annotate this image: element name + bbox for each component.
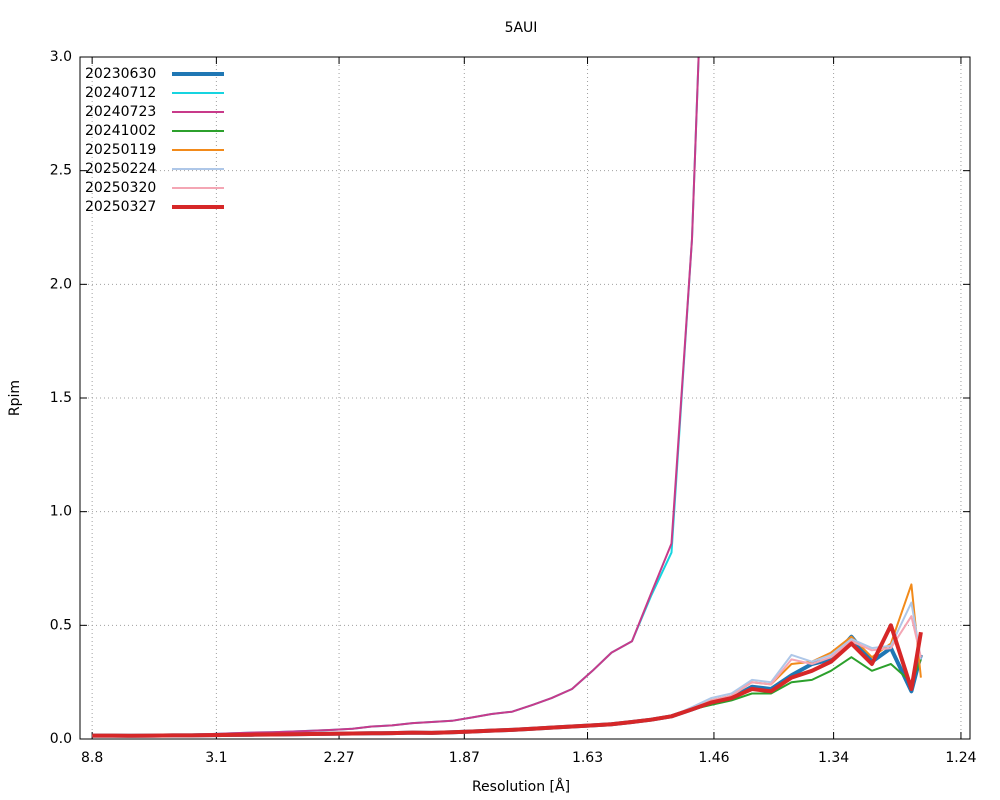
x-tick-label: 1.34 <box>818 750 849 766</box>
y-axis-label: Rpim <box>7 380 23 416</box>
chart-title: 5AUI <box>505 20 538 36</box>
x-tick-label: 8.8 <box>81 750 103 766</box>
series-line <box>92 623 923 738</box>
legend-label: 20230630 <box>85 66 156 82</box>
y-tick-label: 3.0 <box>50 49 72 65</box>
legend: 20230630 20240712 20240723 20241002 20250119… <box>85 66 224 215</box>
y-tick-label: 1.5 <box>50 390 72 406</box>
series-line <box>92 634 923 738</box>
x-tick-label: 2.27 <box>323 750 354 766</box>
series-line <box>92 57 700 737</box>
series-line <box>92 57 700 737</box>
legend-label: 20250224 <box>85 161 156 177</box>
plot-frame <box>79 56 971 740</box>
series-line <box>92 656 922 737</box>
grid <box>80 56 970 740</box>
legend-label: 20250327 <box>85 199 156 215</box>
y-tick-label: 2.0 <box>50 276 72 292</box>
x-axis-label: Resolution [Å] <box>472 778 570 795</box>
y-tick-label: 2.5 <box>50 163 72 179</box>
legend-label: 20250320 <box>85 180 156 196</box>
legend-label: 20250119 <box>85 142 156 158</box>
y-tick-label: 0.5 <box>50 617 72 633</box>
legend-label: 20240723 <box>85 104 156 120</box>
legend-label: 20241002 <box>85 123 156 139</box>
x-tick-label: 1.63 <box>572 750 603 766</box>
y-tick-label: 0.0 <box>50 731 72 747</box>
x-tick-label: 1.24 <box>945 750 976 766</box>
plot-lines <box>92 57 923 738</box>
x-tick-label: 1.87 <box>449 750 480 766</box>
x-tick-label: 1.46 <box>698 750 729 766</box>
legend-label: 20240712 <box>85 85 156 101</box>
x-tick-label: 3.1 <box>205 750 227 766</box>
y-tick-label: 1.0 <box>50 504 72 520</box>
